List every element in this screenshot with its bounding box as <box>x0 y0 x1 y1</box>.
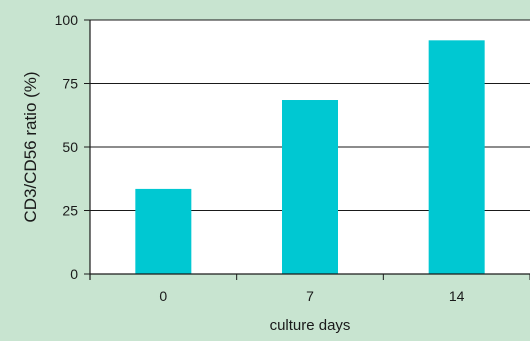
bar <box>282 100 338 274</box>
y-tick-labels: 0 25 50 75 100 <box>55 12 79 282</box>
y-axis-title: CD3/CD56 ratio (%) <box>21 71 40 222</box>
bars <box>135 40 485 274</box>
bar <box>135 188 192 274</box>
y-tick-label: 75 <box>62 76 78 92</box>
y-tick-label: 50 <box>62 139 78 155</box>
x-tick-label: 14 <box>449 288 465 304</box>
y-tick-label: 0 <box>70 266 78 282</box>
y-tick-label: 25 <box>62 203 78 219</box>
x-tick-label: 0 <box>159 288 167 304</box>
axes <box>89 20 530 280</box>
x-tick-labels: 0 7 14 <box>159 288 464 304</box>
y-tick-label: 100 <box>55 12 79 28</box>
x-tick-label: 7 <box>306 288 314 304</box>
x-axis-title: culture days <box>270 317 351 334</box>
bar <box>428 40 485 274</box>
